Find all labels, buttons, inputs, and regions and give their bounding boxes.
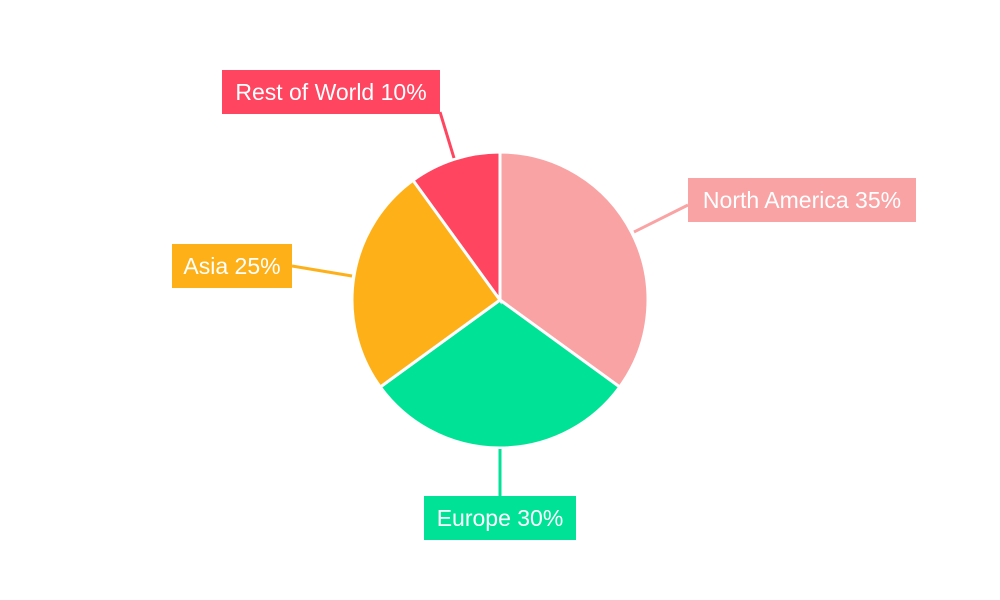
data-label-asia: Asia 25%	[183, 253, 280, 279]
pie-slice-asia	[350, 178, 503, 390]
leader-line-rest-of-world	[438, 111, 456, 159]
pie-slice-rest-of-world	[410, 150, 502, 305]
label-box-asia	[172, 244, 292, 288]
label-box-north-america	[688, 178, 916, 222]
leader-line-north-america	[633, 203, 689, 234]
data-label-rest-of-world: Rest of World 10%	[235, 79, 426, 105]
label-box-europe	[424, 496, 576, 540]
data-label-europe: Europe 30%	[437, 505, 564, 531]
pie-slice-north-america	[498, 150, 650, 390]
label-box-rest-of-world	[222, 70, 440, 114]
pie-slice-europe	[378, 298, 622, 450]
leader-line-asia	[291, 264, 353, 278]
data-label-north-america: North America 35%	[703, 187, 901, 213]
